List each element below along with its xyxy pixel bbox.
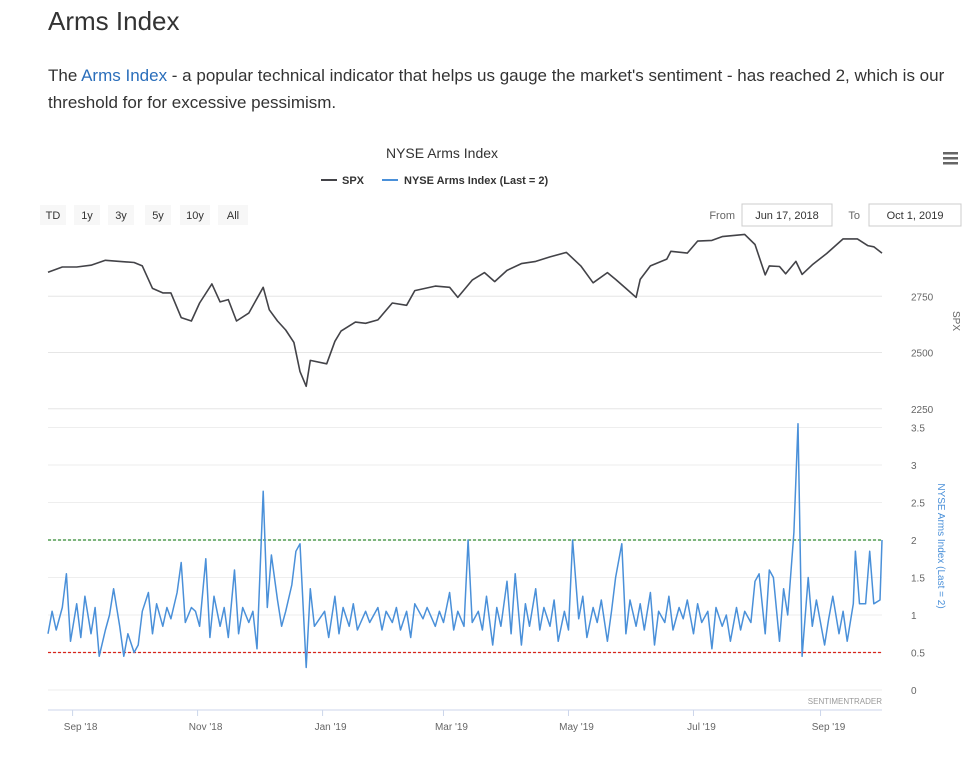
chart-credit: SENTIMENTRADER bbox=[808, 697, 882, 706]
range-from-input[interactable]: Jun 17, 2018 bbox=[741, 203, 833, 227]
x-tick-label: Mar '19 bbox=[435, 722, 468, 733]
arms-gridlines bbox=[48, 427, 882, 691]
x-axis: Sep '18 Nov '18 Jan '19 Mar '19 May '19 Jul '… bbox=[48, 709, 882, 733]
spx-tick-label: 2250 bbox=[911, 405, 934, 416]
arms-axis: 0 0.5 1 1.5 2 2.5 3 3.5 bbox=[911, 424, 925, 698]
range-selector: TD 1y 3y 5y 10y All From bbox=[40, 203, 962, 227]
x-tick-label: Jan '19 bbox=[315, 722, 347, 733]
range-to-value: Oct 1, 2019 bbox=[887, 210, 944, 222]
legend-item-arms[interactable]: NYSE Arms Index (Last = 2) bbox=[382, 175, 549, 187]
x-tick-label: Nov '18 bbox=[189, 722, 223, 733]
range-button-5y-label: 5y bbox=[152, 210, 164, 222]
arms-index-chart: NYSE Arms Index SPX NYSE Arms Index (Las… bbox=[40, 145, 962, 733]
range-button-all[interactable]: All bbox=[218, 205, 248, 225]
intro-prefix: The bbox=[48, 66, 82, 85]
intro-paragraph: The Arms Index - a popular technical ind… bbox=[48, 62, 948, 116]
spx-series bbox=[47, 233, 883, 388]
arms-tick-label: 3.5 bbox=[911, 424, 925, 435]
x-tick-label: Jul '19 bbox=[687, 722, 716, 733]
chart-menu-icon[interactable] bbox=[938, 148, 962, 170]
spx-tick-label: 2500 bbox=[911, 349, 934, 360]
arms-tick-label: 2 bbox=[911, 536, 917, 547]
range-to-input[interactable]: Oct 1, 2019 bbox=[868, 203, 962, 227]
range-button-10y[interactable]: 10y bbox=[180, 205, 210, 225]
range-button-3y-label: 3y bbox=[115, 210, 127, 222]
range-button-1y[interactable]: 1y bbox=[74, 205, 100, 225]
range-from-value: Jun 17, 2018 bbox=[755, 210, 819, 222]
arms-tick-label: 2.5 bbox=[911, 499, 925, 510]
spx-line bbox=[47, 233, 883, 388]
arms-tick-label: 3 bbox=[911, 461, 917, 472]
range-button-10y-label: 10y bbox=[186, 210, 204, 222]
arms-axis-title: NYSE Arms Index (Last = 2) bbox=[935, 483, 946, 608]
range-button-all-label: All bbox=[227, 210, 239, 222]
arms-index-link[interactable]: Arms Index bbox=[81, 66, 168, 85]
legend-label-arms: NYSE Arms Index (Last = 2) bbox=[404, 175, 549, 187]
range-button-td[interactable]: TD bbox=[40, 205, 66, 225]
range-to-label: To bbox=[848, 210, 860, 222]
legend-label-spx: SPX bbox=[342, 175, 365, 187]
arms-tick-label: 1 bbox=[911, 611, 917, 622]
spx-axis-title: SPX bbox=[950, 311, 961, 331]
spx-tick-label: 2750 bbox=[911, 292, 934, 303]
range-button-1y-label: 1y bbox=[81, 210, 93, 222]
range-button-3y[interactable]: 3y bbox=[108, 205, 134, 225]
x-tick-label: May '19 bbox=[559, 722, 594, 733]
arms-tick-label: 1.5 bbox=[911, 574, 925, 585]
intro-suffix: - a popular technical indicator that hel… bbox=[48, 66, 945, 112]
x-tick-label: Sep '18 bbox=[64, 722, 98, 733]
legend-item-spx[interactable]: SPX bbox=[321, 175, 365, 187]
page-title: Arms Index bbox=[48, 6, 180, 36]
arms-series bbox=[47, 423, 883, 669]
spx-axis: 2250 2500 2750 bbox=[911, 292, 934, 416]
range-button-5y[interactable]: 5y bbox=[145, 205, 171, 225]
arms-tick-label: 0 bbox=[911, 686, 917, 697]
chart-title: NYSE Arms Index bbox=[386, 145, 498, 161]
x-tick-label: Sep '19 bbox=[812, 722, 846, 733]
arms-line bbox=[47, 423, 883, 669]
spx-gridlines bbox=[48, 295, 882, 410]
chart-container: NYSE Arms Index SPX NYSE Arms Index (Las… bbox=[0, 130, 975, 763]
chart-legend: SPX NYSE Arms Index (Last = 2) bbox=[321, 175, 549, 187]
arms-tick-label: 0.5 bbox=[911, 649, 925, 660]
range-from-label: From bbox=[709, 210, 735, 222]
range-button-td-label: TD bbox=[46, 210, 61, 222]
threshold-lines bbox=[48, 539, 882, 654]
